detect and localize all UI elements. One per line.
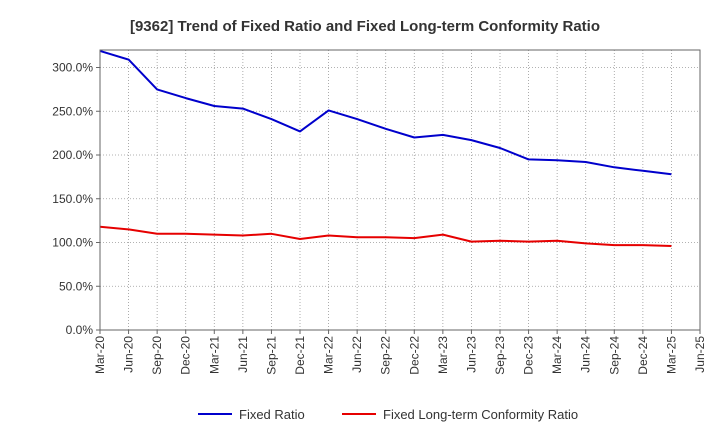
plot-frame (99, 49, 701, 331)
x-tick-label: Jun-20 (122, 336, 136, 373)
x-tick-label: Dec-21 (293, 336, 307, 375)
legend: Fixed Ratio Fixed Long-term Conformity Ra… (198, 407, 578, 422)
x-tick-label: Dec-24 (636, 336, 650, 375)
series-line-2 (99, 225, 672, 247)
series-line-1 (99, 49, 672, 176)
x-tick-label: Sep-20 (150, 336, 164, 375)
x-tick-label: Sep-23 (493, 336, 507, 375)
chart-title: [9362] Trend of Fixed Ratio and Fixed Lo… (130, 18, 600, 35)
x-tick-label: Dec-20 (179, 336, 193, 375)
legend-label-1: Fixed Ratio (239, 407, 305, 422)
x-tick-label: Dec-22 (407, 336, 421, 375)
x-tick-label: Sep-22 (379, 336, 393, 375)
x-tick-label: Jun-21 (236, 336, 250, 373)
x-tick-label: Mar-24 (550, 336, 564, 374)
x-tick-label: Mar-22 (322, 336, 336, 374)
x-tick-label: Mar-20 (93, 336, 107, 374)
x-tick-label: Dec-23 (522, 336, 536, 375)
y-tick-label: 0.0% (66, 323, 94, 337)
y-tick-label: 300.0% (52, 61, 93, 75)
y-tick-label: 250.0% (52, 104, 93, 118)
x-tick-label: Sep-24 (607, 336, 621, 375)
x-tick-label: Jun-25 (693, 336, 707, 373)
x-tick-label: Mar-25 (664, 336, 678, 374)
y-axis: 0.0% 50.0% 100.0% 150.0% 200.0% 250.0% 300.0% (52, 61, 100, 337)
legend-label-2: Fixed Long-term Conformity Ratio (383, 407, 578, 422)
x-tick-label: Mar-21 (207, 336, 221, 374)
y-tick-label: 100.0% (52, 236, 93, 250)
y-tick-label: 50.0% (59, 279, 93, 293)
x-tick-label: Jun-24 (579, 336, 593, 373)
x-tick-label: Jun-23 (464, 336, 478, 373)
series-lines (99, 49, 672, 247)
y-tick-label: 200.0% (52, 148, 93, 162)
x-tick-label: Mar-23 (436, 336, 450, 374)
x-axis: Mar-20 Jun-20 Sep-20 Dec-20 Mar-21 Jun-21 Sep-… (93, 330, 707, 375)
y-tick-label: 150.0% (52, 192, 93, 206)
x-tick-label: Jun-22 (350, 336, 364, 373)
x-tick-label: Sep-21 (264, 336, 278, 375)
grid (99, 50, 701, 331)
